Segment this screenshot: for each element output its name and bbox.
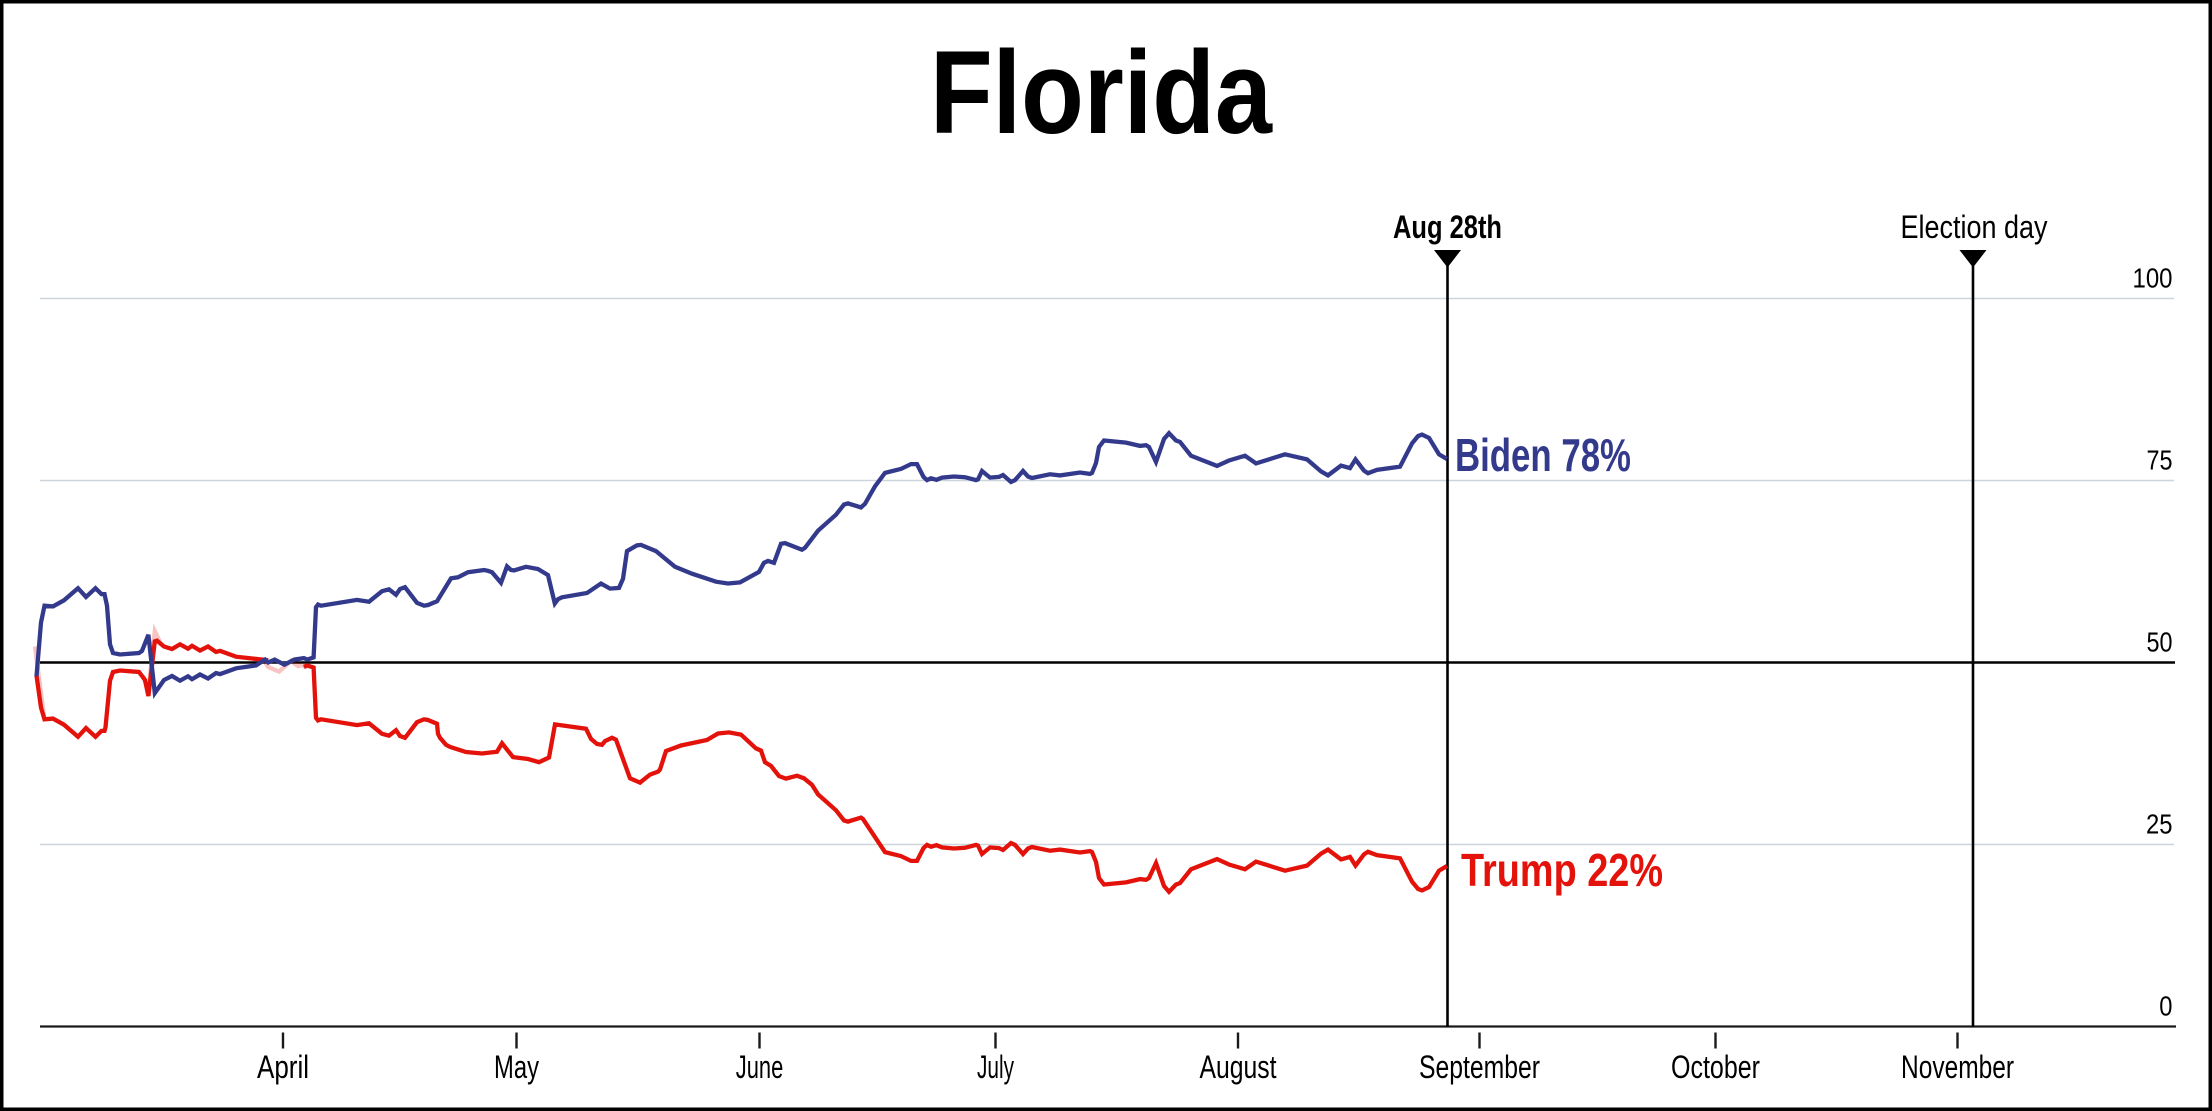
svg-text:0: 0 (2159, 991, 2172, 1022)
svg-text:25: 25 (2146, 809, 2173, 840)
svg-text:June: June (736, 1049, 784, 1085)
svg-text:100: 100 (2133, 263, 2173, 294)
svg-text:August: August (1200, 1049, 1277, 1085)
svg-text:Florida: Florida (930, 27, 1273, 159)
svg-text:75: 75 (2147, 445, 2173, 476)
svg-text:May: May (494, 1049, 539, 1085)
svg-text:November: November (1901, 1049, 2014, 1085)
svg-text:Aug 28th: Aug 28th (1393, 209, 1502, 245)
svg-text:September: September (1419, 1049, 1540, 1085)
svg-text:50: 50 (2147, 627, 2173, 658)
svg-text:July: July (977, 1049, 1014, 1085)
svg-text:Trump 22%: Trump 22% (1461, 844, 1663, 896)
svg-text:Biden 78%: Biden 78% (1455, 429, 1631, 481)
svg-text:Election day: Election day (1901, 209, 2048, 245)
svg-text:October: October (1671, 1049, 1760, 1085)
svg-text:April: April (257, 1049, 309, 1085)
